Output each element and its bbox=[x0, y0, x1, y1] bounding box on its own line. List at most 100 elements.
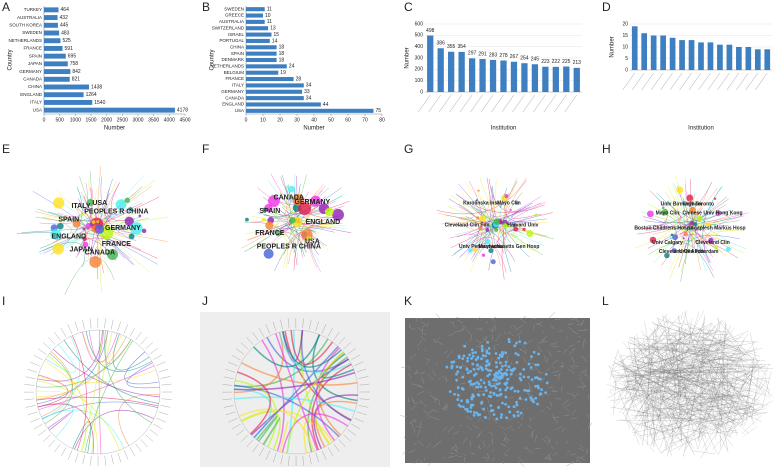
network-node bbox=[534, 396, 538, 400]
network-edge bbox=[519, 315, 527, 321]
network-edge bbox=[477, 430, 482, 438]
network-node bbox=[706, 222, 711, 228]
y-axis-title: Number bbox=[610, 36, 616, 57]
category-label-placeholder bbox=[669, 72, 683, 91]
chord-label-placeholder bbox=[156, 361, 166, 366]
bar bbox=[246, 83, 304, 88]
network-edge bbox=[610, 382, 711, 402]
network-node bbox=[498, 388, 502, 391]
network-node bbox=[487, 347, 491, 350]
data-label: 1540 bbox=[94, 100, 105, 106]
network-edge bbox=[66, 236, 103, 249]
bar bbox=[458, 51, 465, 92]
network-edge bbox=[715, 317, 768, 376]
network-edge bbox=[675, 333, 682, 441]
chord bbox=[85, 331, 153, 372]
network-edge bbox=[647, 329, 719, 377]
network-edge bbox=[412, 328, 415, 330]
network-edge bbox=[683, 357, 702, 457]
network-node bbox=[461, 357, 465, 361]
network-node bbox=[504, 360, 508, 364]
network-edge bbox=[614, 340, 675, 408]
network-node bbox=[519, 411, 523, 415]
network-edge bbox=[582, 370, 589, 378]
bar bbox=[246, 96, 304, 101]
network-edge bbox=[555, 398, 561, 400]
network-edge bbox=[417, 346, 420, 350]
network-node bbox=[460, 399, 463, 403]
network-edge bbox=[494, 358, 498, 364]
panel-letter: L bbox=[602, 294, 609, 308]
network-edge bbox=[637, 211, 681, 235]
network-edge bbox=[528, 393, 531, 400]
network-edge bbox=[441, 223, 501, 267]
network-edge bbox=[659, 346, 751, 356]
panel-letter: J bbox=[202, 294, 208, 308]
network-edge bbox=[547, 386, 554, 389]
network-edge bbox=[642, 326, 655, 446]
chord bbox=[238, 408, 315, 452]
network-node bbox=[529, 396, 533, 400]
chord bbox=[286, 351, 345, 454]
network-edge bbox=[725, 359, 753, 361]
network-node bbox=[115, 199, 127, 210]
network-edge bbox=[708, 421, 733, 438]
network-edge bbox=[588, 422, 593, 428]
network-edge bbox=[669, 342, 708, 452]
network-node bbox=[494, 361, 498, 364]
network-edge bbox=[549, 401, 553, 407]
chord-label-placeholder bbox=[231, 423, 241, 430]
network-node bbox=[518, 340, 522, 344]
network-edge bbox=[750, 332, 757, 362]
network-edge bbox=[638, 412, 767, 416]
bar bbox=[246, 26, 269, 31]
network-edge bbox=[680, 312, 683, 320]
network-node bbox=[509, 208, 512, 211]
network-edge bbox=[678, 355, 702, 383]
network-edge bbox=[738, 420, 744, 426]
chord-label-placeholder bbox=[327, 327, 334, 337]
network-edge bbox=[680, 359, 773, 369]
x-tick-label: 10 bbox=[260, 117, 266, 123]
bar bbox=[437, 48, 444, 92]
node-label: GERMANY bbox=[294, 199, 330, 206]
panel-letter: E bbox=[2, 142, 10, 156]
chord bbox=[112, 333, 150, 371]
network-edge bbox=[644, 210, 731, 224]
network-edge bbox=[642, 337, 668, 451]
network-node bbox=[466, 359, 469, 363]
network-edge bbox=[609, 351, 618, 380]
network-edge bbox=[541, 438, 549, 445]
network-node bbox=[508, 410, 512, 414]
network-edge bbox=[735, 389, 756, 393]
network-edge bbox=[538, 338, 546, 344]
network-edge bbox=[435, 337, 441, 343]
y-tick-label: ENGLAND bbox=[222, 102, 245, 107]
network-node bbox=[52, 243, 64, 255]
network-edge bbox=[656, 325, 716, 420]
network-node bbox=[245, 217, 249, 222]
network-edge bbox=[681, 334, 721, 351]
chord-label-placeholder bbox=[30, 417, 40, 423]
network-edge bbox=[520, 348, 527, 354]
chord-label-placeholder bbox=[37, 348, 47, 355]
network-edge bbox=[629, 392, 645, 406]
chord-label-placeholder bbox=[89, 318, 92, 329]
network-node bbox=[262, 217, 266, 222]
network-edge bbox=[637, 190, 668, 230]
category-label-placeholder bbox=[438, 94, 452, 113]
chord-label-placeholder bbox=[265, 450, 271, 460]
network-node bbox=[468, 248, 473, 253]
network-edge bbox=[457, 319, 464, 324]
bar bbox=[736, 47, 742, 70]
node-label: Cleveland Clin Fdn bbox=[445, 222, 490, 228]
network-edge bbox=[477, 447, 482, 449]
network-edge bbox=[561, 386, 563, 388]
network-node bbox=[527, 375, 530, 379]
network-node bbox=[466, 356, 470, 360]
category-label-placeholder bbox=[554, 94, 567, 113]
network-edge bbox=[709, 360, 751, 386]
network-edge bbox=[414, 402, 419, 404]
y-tick-label: SWEDEN bbox=[224, 6, 244, 11]
network-node bbox=[310, 195, 322, 207]
